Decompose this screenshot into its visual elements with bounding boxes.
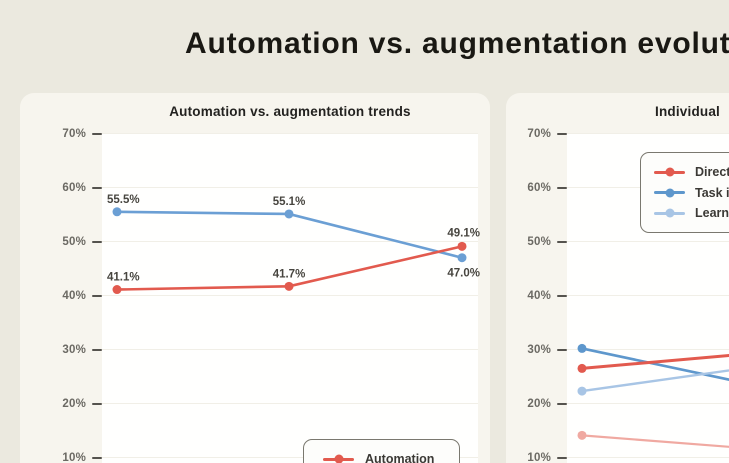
left-chart-legend: AutomationAugmentation — [303, 439, 460, 463]
legend-item: Automation — [323, 449, 459, 463]
y-tick-mark — [92, 348, 102, 351]
y-axis-tick: 60% — [30, 180, 102, 196]
legend-item: Learning — [654, 203, 729, 224]
y-axis-tick: 30% — [30, 342, 102, 358]
y-axis-tick: 50% — [495, 234, 567, 250]
left-chart-title: Automation vs. augmentation trends — [169, 104, 411, 119]
y-tick-label: 50% — [62, 235, 86, 248]
y-tick-mark — [92, 456, 102, 459]
series-line — [580, 354, 729, 370]
data-point — [284, 281, 294, 291]
legend-marker-icon — [654, 208, 685, 218]
legend-label: Directive — [695, 165, 729, 180]
right-chart-title: Individual — [655, 104, 721, 119]
legend-dot-icon — [334, 454, 343, 463]
series-line — [115, 210, 464, 259]
data-point-label: 47.0% — [447, 268, 480, 280]
y-tick-mark — [92, 132, 102, 135]
y-tick-mark — [92, 294, 102, 297]
legend-label: Task iteration — [695, 185, 729, 200]
y-tick-label: 10% — [62, 451, 86, 463]
y-tick-label: 70% — [527, 127, 551, 140]
data-point — [577, 343, 587, 353]
y-axis-tick: 30% — [495, 342, 567, 358]
y-tick-label: 70% — [62, 127, 86, 140]
data-point — [112, 285, 122, 295]
y-tick-mark — [557, 402, 567, 405]
series-line — [580, 434, 729, 448]
y-axis-tick: 10% — [30, 450, 102, 463]
data-point — [284, 209, 294, 219]
legend-label: Learning — [695, 206, 729, 221]
y-axis-tick: 50% — [30, 234, 102, 250]
legend-label: Automation — [365, 452, 435, 463]
legend-marker-icon — [654, 188, 685, 198]
y-tick-label: 20% — [62, 397, 86, 410]
legend-dot-icon — [665, 208, 674, 218]
y-axis-tick: 20% — [495, 396, 567, 412]
y-tick-mark — [557, 456, 567, 459]
page-title: Automation vs. augmentation evolution — [185, 27, 729, 60]
y-axis-tick: 10% — [495, 450, 567, 463]
data-point — [577, 386, 587, 396]
data-point — [457, 253, 467, 263]
y-tick-label: 30% — [527, 343, 551, 356]
legend-marker-icon — [654, 167, 685, 177]
y-axis-tick: 70% — [30, 126, 102, 142]
y-tick-mark — [92, 402, 102, 405]
right-chart-legend: Directive Task iteration Learning — [640, 152, 729, 233]
series-line — [580, 369, 729, 393]
y-tick-label: 30% — [62, 343, 86, 356]
y-tick-label: 20% — [527, 397, 551, 410]
data-point-label: 55.1% — [273, 196, 306, 208]
data-point — [112, 207, 122, 217]
series-line — [580, 347, 729, 381]
legend-item: Directive — [654, 162, 729, 183]
data-point-label: 41.7% — [273, 268, 306, 280]
data-point — [457, 241, 467, 251]
data-point-label: 49.1% — [447, 227, 480, 239]
y-axis-tick: 20% — [30, 396, 102, 412]
y-tick-mark — [92, 186, 102, 189]
y-tick-label: 60% — [527, 181, 551, 194]
y-tick-label: 50% — [527, 235, 551, 248]
y-tick-mark — [557, 240, 567, 243]
y-tick-mark — [557, 132, 567, 135]
data-point-label: 41.1% — [107, 272, 140, 284]
data-point — [577, 430, 587, 440]
data-point-label: 55.5% — [107, 194, 140, 206]
y-tick-mark — [557, 294, 567, 297]
y-tick-label: 40% — [527, 289, 551, 302]
legend-dot-icon — [665, 188, 674, 198]
left-chart-lines: 55.5% 55.1% 47.0% 41.1% 41.7% 49.1% — [102, 133, 480, 458]
y-tick-label: 60% — [62, 181, 86, 194]
legend-item: Task iteration — [654, 183, 729, 204]
legend-dot-icon — [665, 167, 674, 177]
y-axis-tick: 60% — [495, 180, 567, 196]
y-axis-tick: 40% — [495, 288, 567, 304]
data-point — [577, 363, 587, 373]
y-axis-tick: 70% — [495, 126, 567, 142]
y-axis-tick: 40% — [30, 288, 102, 304]
y-tick-mark — [557, 348, 567, 351]
right-chart-lines — [567, 133, 729, 458]
y-tick-label: 40% — [62, 289, 86, 302]
y-tick-mark — [92, 240, 102, 243]
legend-marker-icon — [323, 454, 354, 463]
y-tick-label: 10% — [527, 451, 551, 463]
y-tick-mark — [557, 186, 567, 189]
